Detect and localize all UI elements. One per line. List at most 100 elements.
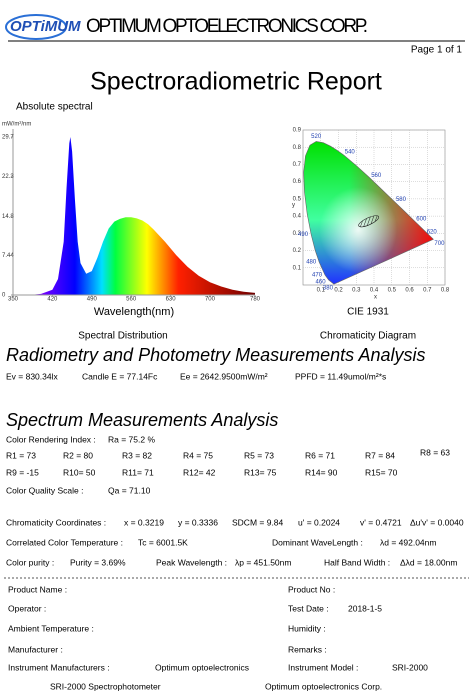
y-tick-label: 0.4 [293, 214, 302, 220]
wavelength-label: 560 [371, 173, 382, 179]
colorimetry-item: λp = 451.50nm [235, 557, 291, 567]
info-value: SRI-2000 [392, 662, 428, 672]
y-tick-label: 0.2 [293, 248, 302, 254]
y-tick-label: 0.7 [293, 162, 302, 168]
y-tick-label: 14.8 [2, 214, 14, 220]
measurement: Ee = 2642.9500mW/m² [180, 371, 268, 381]
info-label: Operator : [8, 603, 46, 613]
x-tick-label: 0.1 [317, 288, 326, 294]
logo-swoosh [5, 14, 67, 40]
company-name: OPTIMUM OPTOELECTRONICS CORP. [86, 16, 368, 37]
y-unit: mW/m²/nm [2, 122, 31, 128]
cie-gamut [303, 141, 434, 285]
wavelength-label: 380 [323, 286, 334, 292]
x-tick-label: 490 [87, 297, 98, 303]
footer-right: Optimum optoelectronics Corp. [265, 681, 382, 691]
cri-value: R9 = -15 [6, 467, 39, 477]
cie-locus [303, 141, 434, 285]
x-tick-label: 0.3 [352, 288, 361, 294]
section-title: Spectrum Measurements Analysis [6, 410, 278, 430]
wavelength-label: 580 [396, 197, 407, 203]
y-tick-label: 0.8 [293, 145, 302, 151]
y-tick-label: 0.1 [293, 265, 302, 271]
x-tick-label: 420 [47, 297, 58, 303]
cie-title: CIE 1931 [347, 307, 389, 318]
section-title: Radiometry and Photometry Measurements A… [6, 345, 426, 365]
cri-value: R2 = 80 [63, 450, 93, 460]
cri-label: Color Rendering Index : [6, 434, 96, 444]
wavelength-label: 490 [298, 232, 309, 238]
cqs-label: Color Quality Scale : [6, 485, 83, 495]
logo: OPTiMUM [10, 18, 81, 35]
info-label: Product Name : [8, 584, 67, 594]
colorimetry-item: Color purity : [6, 557, 54, 567]
info-label: Product No : [288, 584, 335, 594]
colorimetry-item: u' = 0.2024 [298, 517, 340, 527]
y-tick-label: 0.3 [293, 231, 302, 237]
y-tick-label: 0.5 [293, 196, 302, 202]
info-label: Ambient Temperature : [8, 623, 94, 633]
cri-value: R3 = 82 [122, 450, 152, 460]
colorimetry-item: Purity = 3.69% [70, 557, 126, 567]
info-value: 2018-1-5 [348, 603, 382, 613]
colorimetry-item: Peak Wavelength : [156, 557, 227, 567]
wavelength-label: 520 [311, 134, 322, 140]
cri-value: R5 = 73 [244, 450, 274, 460]
x-tick-label: 0.5 [388, 288, 397, 294]
colorimetry-item: Δλd = 18.00nm [400, 557, 457, 567]
info-label: Manufacturer : [8, 644, 63, 654]
info-label: Test Date : [288, 603, 329, 613]
x-tick-label: 780 [250, 297, 261, 303]
y-tick-label: 0 [2, 293, 6, 299]
measurement: Candle E = 77.14Fc [82, 371, 158, 381]
colorimetry-item: Tc = 6001.5K [138, 537, 188, 547]
x-tick-label: 0.2 [334, 288, 343, 294]
cri-value: R15= 70 [365, 467, 398, 477]
wavelength-label: 540 [345, 150, 356, 156]
colorimetry-item: Dominant WaveLength : [272, 537, 363, 547]
info-value: Optimum optoelectronics [155, 662, 249, 672]
info-label: Instrument Model : [288, 662, 358, 672]
colorimetry-item: Δu'v' = 0.0040 [410, 517, 464, 527]
tolerance-area [358, 215, 380, 228]
cri-value: R12= 42 [183, 467, 216, 477]
colorimetry-item: v' = 0.4721 [360, 517, 402, 527]
colorimetry-item: λd = 492.04nm [380, 537, 436, 547]
colorimetry-item: y = 0.3336 [178, 517, 218, 527]
colorimetry-item: SDCM = 9.84 [232, 517, 284, 527]
qa-value: Qa = 71.10 [108, 485, 151, 495]
chart-caption: Chromaticity Diagram [320, 331, 416, 342]
measurement: Ev = 830.34lx [6, 371, 58, 381]
x-tick-label: 700 [205, 297, 216, 303]
info-label: Instrument Manufacturers : [8, 662, 110, 672]
cri-value: R1 = 73 [6, 450, 36, 460]
cri-value: R8 = 63 [420, 447, 450, 457]
x-tick-label: 0.8 [441, 288, 450, 294]
colorimetry-item: Chromaticity Coordinates : [6, 517, 106, 527]
x-axis-label: Wavelength(nm) [94, 306, 174, 318]
x-tick-label: 630 [166, 297, 177, 303]
colorimetry-item: x = 0.3219 [124, 517, 164, 527]
cri-value: R10= 50 [63, 467, 96, 477]
info-label: Humidity : [288, 623, 326, 633]
report-title: Spectroradiometric Report [90, 68, 382, 96]
colorimetry-item: Half Band Width : [324, 557, 390, 567]
measurement: PPFD = 11.49umol/m²*s [295, 371, 386, 381]
y-tick-label: 0.9 [293, 128, 302, 134]
cri-value: R6 = 71 [305, 450, 335, 460]
x-tick-label: 0.4 [370, 288, 379, 294]
wavelength-label: 460 [316, 279, 327, 285]
wavelength-label: 600 [416, 216, 427, 222]
colorimetry-item: Correlated Color Temperature : [6, 537, 123, 547]
cri-value: R14= 90 [305, 467, 338, 477]
spectrum-title: Absolute spectral [16, 102, 93, 113]
y-axis-label: y [292, 203, 295, 209]
wavelength-label: 470 [312, 273, 323, 279]
info-label: Remarks : [288, 644, 327, 654]
cri-value: R13= 75 [244, 467, 277, 477]
x-tick-label: 0.6 [405, 288, 414, 294]
footer-left: SRI-2000 Spectrophotometer [50, 681, 161, 691]
page-number: Page 1 of 1 [411, 45, 463, 56]
x-tick-label: 350 [8, 297, 19, 303]
